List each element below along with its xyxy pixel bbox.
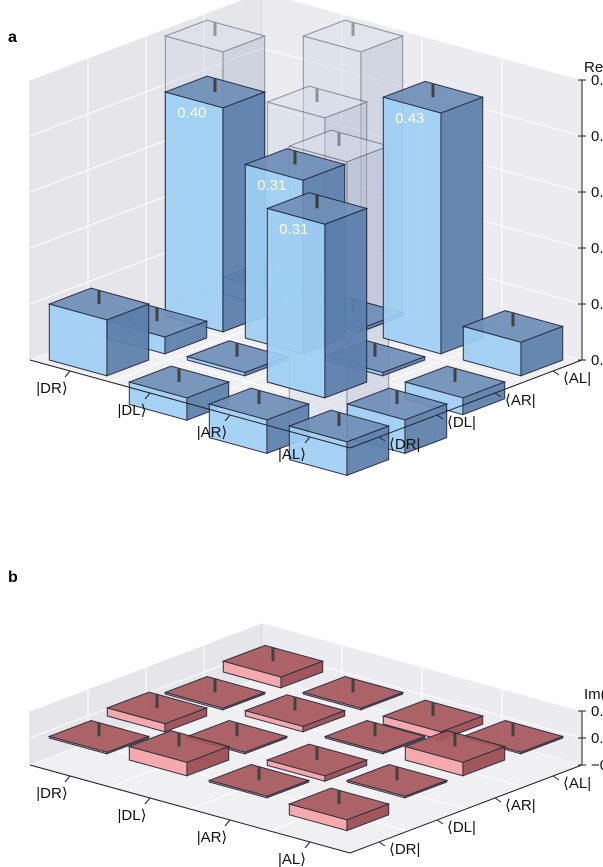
col-tick <box>552 775 560 781</box>
ideal-bar-1-3-top-face <box>301 19 405 53</box>
bar-value-label: 0.31 <box>279 221 308 238</box>
bar-3-2 <box>403 730 507 777</box>
panel-letter-a: a <box>8 29 17 46</box>
row-tick <box>224 414 231 422</box>
row-tick-label: |AL⟩ <box>278 446 306 463</box>
z-axis-label: Im(ρ) <box>584 686 603 703</box>
col-tick <box>494 392 502 398</box>
panel-letter-b: b <box>8 569 18 586</box>
bar-3-3-top-face <box>461 310 565 343</box>
bar-0-0 <box>47 719 151 755</box>
z-tick-label: 0.0 <box>591 730 603 747</box>
panel-a: a 0.40 0.31 0.31 0.43 0.0 0.1 0.2 0.3 0.4 0.5Re(… <box>8 0 603 477</box>
panel-a-bars: 0.40 0.31 0.31 0.43 <box>47 75 565 477</box>
panel-b-axes: −0.1 0.0 0.1Im(ρ) |DR⟩ |DL⟩ |AR⟩ |AL⟩ ⟨DR| ⟨DL| ⟨… <box>29 686 603 867</box>
col-tick-label: ⟨DL| <box>447 414 476 431</box>
bar-1-2 <box>243 694 347 733</box>
z-tick-label: 0.3 <box>591 184 603 201</box>
row-tick <box>304 436 311 444</box>
bar-1-3 <box>301 675 405 711</box>
row-tick <box>144 797 151 805</box>
bar-2-3-side-face <box>382 96 442 355</box>
row-tick-label: |AL⟩ <box>278 851 306 867</box>
col-tick-label: ⟨DR| <box>389 436 420 453</box>
col-tick-label: ⟨DL| <box>447 819 476 836</box>
z-tick-label: 0.1 <box>591 703 603 720</box>
bar-0-2 <box>163 675 267 711</box>
bar-3-1 <box>345 763 449 799</box>
bar-0-2-side-face <box>164 91 224 333</box>
col-tick-label: ⟨AR| <box>505 797 536 814</box>
z-axis-label: Re(ρ) <box>584 59 603 76</box>
col-tick <box>378 436 386 442</box>
col-tick-label: ⟨DR| <box>389 841 420 858</box>
z-tick-label: 0.0 <box>591 352 603 369</box>
bar-2-3 <box>381 80 485 355</box>
col-axis-line <box>349 359 583 449</box>
z-tick-label: 0.4 <box>591 128 603 145</box>
row-axis-line <box>29 359 351 449</box>
col-tick-label: ⟨AL| <box>563 370 591 387</box>
col-axis-line <box>349 764 583 854</box>
z-tick-label: 0.1 <box>591 296 603 313</box>
col-tick-label: ⟨AL| <box>563 775 591 792</box>
row-tick <box>64 775 71 783</box>
z-tick-label: 0.5 <box>591 72 603 89</box>
row-tick <box>144 392 151 400</box>
bar-2-0 <box>207 763 311 799</box>
row-tick-label: |AR⟩ <box>197 829 228 846</box>
row-tick-label: |DR⟩ <box>36 380 67 397</box>
row-tick-label: |AR⟩ <box>197 424 228 441</box>
row-tick-label: |DR⟩ <box>36 785 67 802</box>
bar-value-label: 0.31 <box>257 177 286 194</box>
bar-1-0 <box>127 730 231 777</box>
row-tick-label: |DL⟩ <box>118 807 147 824</box>
bar-2-1 <box>265 743 369 782</box>
col-tick <box>436 819 444 825</box>
z-gridline <box>29 622 583 712</box>
bar-value-label: 0.40 <box>177 105 206 122</box>
bar-value-label: 0.43 <box>395 110 424 127</box>
bar-0-2 <box>163 75 267 333</box>
bar-2-1-front-face <box>324 207 368 399</box>
bar-2-1 <box>265 192 369 399</box>
bar-2-3-front-face <box>440 96 484 355</box>
panel-b: b −0.1 0.0 0.1Im(ρ) |DR⟩ |DL⟩ |AR⟩ |AL⟩ ⟨DR| ⟨DL… <box>8 569 603 867</box>
z-gridline <box>29 0 583 81</box>
z-tick-label: 0.2 <box>591 240 603 257</box>
row-tick-label: |DL⟩ <box>118 402 147 419</box>
col-tick-label: ⟨AR| <box>505 392 536 409</box>
panel-b-bars <box>47 644 565 832</box>
row-tick <box>224 819 231 827</box>
bar-0-1 <box>105 691 209 733</box>
row-axis-line <box>29 764 351 854</box>
row-tick <box>304 841 311 849</box>
col-tick <box>552 370 560 376</box>
col-tick <box>436 414 444 420</box>
ideal-bar-0-2-top-face <box>163 19 267 53</box>
bar-3-0 <box>287 409 391 477</box>
ideal-bar-2-1-top-face <box>265 85 369 119</box>
bar-2-2 <box>323 719 427 755</box>
bar-3-3 <box>461 310 565 377</box>
row-tick <box>64 370 71 378</box>
panel-a-axes: 0.0 0.1 0.2 0.3 0.4 0.5Re(ρ) |DR⟩ |DL⟩ |AR⟩ |AL⟩ ⟨… <box>29 59 603 463</box>
bar-0-0 <box>47 287 151 377</box>
z-tick-label: −0.1 <box>591 757 603 774</box>
bar-0-3 <box>221 644 325 689</box>
col-tick <box>378 841 386 847</box>
bar-3-0 <box>287 787 391 832</box>
col-tick <box>494 797 502 803</box>
